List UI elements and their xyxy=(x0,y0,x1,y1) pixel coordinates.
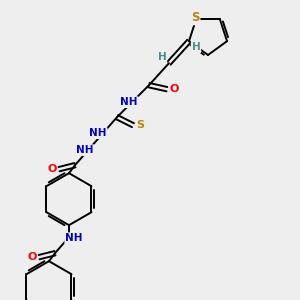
Text: NH: NH xyxy=(89,128,107,138)
Text: NH: NH xyxy=(65,233,83,243)
Text: O: O xyxy=(27,252,37,262)
Text: H: H xyxy=(158,52,166,62)
Text: NH: NH xyxy=(76,145,94,155)
Text: O: O xyxy=(47,164,57,174)
Text: O: O xyxy=(169,84,179,94)
Text: H: H xyxy=(192,42,200,52)
Text: S: S xyxy=(136,120,144,130)
Text: S: S xyxy=(191,11,200,24)
Text: NH: NH xyxy=(120,97,138,107)
